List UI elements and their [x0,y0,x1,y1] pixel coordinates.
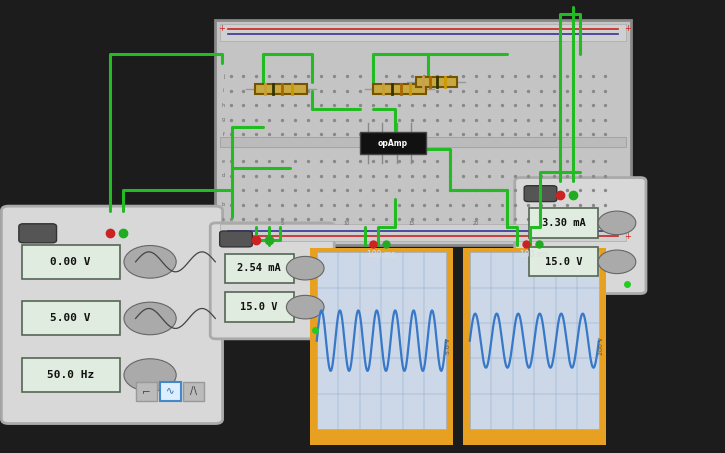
Bar [136,382,157,401]
Text: 100 ms: 100 ms [521,250,548,259]
Bar [225,292,294,322]
Bar [470,252,599,429]
Bar [22,245,120,279]
Text: e: e [222,159,225,164]
Text: 100 ms: 100 ms [368,250,395,259]
Text: 5.00 V: 5.00 V [51,313,91,323]
Bar [463,248,606,445]
FancyBboxPatch shape [210,223,334,339]
Bar [22,358,120,392]
Text: 5: 5 [281,221,283,226]
Text: 30: 30 [602,221,608,226]
Circle shape [598,250,636,274]
Bar [360,132,426,154]
Text: 2.54 mA: 2.54 mA [237,263,281,274]
Text: 50.0 Hz: 50.0 Hz [47,370,94,380]
Text: 15.0 V: 15.0 V [545,256,582,267]
Circle shape [124,302,176,335]
Text: opAmp: opAmp [378,139,408,148]
FancyBboxPatch shape [524,186,557,202]
Circle shape [124,246,176,278]
Text: 15: 15 [408,221,415,226]
Bar [215,20,631,245]
Text: 25: 25 [538,221,544,226]
Circle shape [286,295,324,319]
Bar [220,137,626,147]
Text: +: + [624,232,631,241]
Bar [310,248,453,445]
Text: ∿: ∿ [165,386,175,396]
Bar [160,382,181,401]
Text: ⌐: ⌐ [141,386,151,396]
Bar [416,77,457,87]
FancyBboxPatch shape [19,224,57,243]
FancyBboxPatch shape [515,178,646,294]
Bar [225,254,294,283]
Text: h: h [222,102,225,108]
Bar [529,208,598,238]
Bar [220,224,626,241]
Bar [373,84,426,94]
Text: +: + [624,24,631,33]
Text: j: j [223,73,224,79]
Bar [220,24,626,41]
Circle shape [598,211,636,235]
Circle shape [124,359,176,391]
Text: b: b [222,202,225,207]
Text: a: a [222,217,225,222]
Text: /\: /\ [191,386,197,396]
Text: d: d [222,173,225,178]
Text: 0.00 V: 0.00 V [51,256,91,267]
Text: 200 V: 200 V [599,337,603,355]
Text: 3.30 mA: 3.30 mA [542,218,586,228]
Bar [255,84,307,94]
Text: f: f [223,131,224,137]
Text: g: g [222,117,225,122]
Text: 10: 10 [344,221,350,226]
Text: 5.0 V: 5.0 V [446,338,450,354]
Circle shape [286,256,324,280]
Text: c: c [222,188,225,193]
Text: +: + [218,24,225,33]
Bar [22,301,120,335]
Bar [183,382,204,401]
Text: i: i [223,88,224,93]
Text: +: + [218,232,225,241]
Bar [317,252,446,429]
FancyBboxPatch shape [1,206,223,424]
FancyBboxPatch shape [220,231,252,247]
Text: 15.0 V: 15.0 V [241,302,278,312]
Text: 20: 20 [473,221,479,226]
Bar [529,247,598,276]
